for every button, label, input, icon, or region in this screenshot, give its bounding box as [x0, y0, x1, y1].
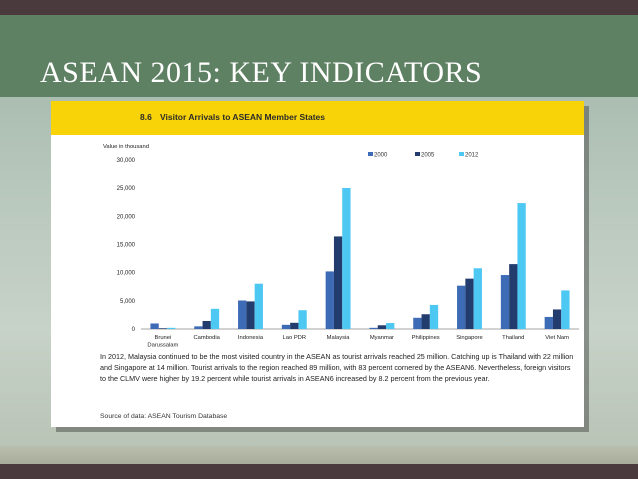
x-tick-label: Thailand: [502, 335, 524, 341]
x-tick-label: Lao PDR: [283, 335, 307, 341]
legend-swatch-2012: [459, 152, 464, 156]
bar-2000: [281, 324, 291, 329]
bar-2000: [194, 326, 203, 329]
bar-2000: [325, 271, 334, 329]
bar-chart: Value in thousand 0 5,000 10,000 15,000 20,00…: [103, 144, 579, 349]
chart-caption: In 2012, Malaysia continued to be the mo…: [100, 352, 574, 384]
legend-swatch-2000: [368, 152, 373, 156]
bar-2000: [500, 275, 510, 329]
bar-2005: [509, 264, 518, 329]
legend-label-2005: 2005: [421, 153, 435, 159]
bar-2000: [544, 316, 553, 329]
bar-2000: [150, 323, 159, 329]
bottom-bar: [0, 464, 638, 479]
y-tick-label: 10,000: [117, 271, 136, 277]
y-axis-label: Value in thousand: [103, 144, 149, 150]
title-band: [0, 15, 638, 97]
bar-2000: [413, 317, 422, 329]
chart-card: 8.6 Visitor Arrivals to ASEAN Member Sta…: [51, 101, 584, 427]
bar-2005: [290, 322, 299, 329]
legend-label-2012: 2012: [465, 153, 479, 159]
bar-2012: [167, 327, 176, 329]
chart-heading: Visitor Arrivals to ASEAN Member States: [160, 112, 326, 122]
bar-2000: [238, 300, 247, 329]
x-tick-label: Singapore: [456, 335, 482, 341]
card-header: 8.6 Visitor Arrivals to ASEAN Member Sta…: [51, 101, 584, 135]
legend-swatch-2005: [415, 152, 420, 156]
bar-2012: [473, 268, 482, 329]
x-tick-label: Myanmar: [370, 335, 394, 341]
y-tick-label: 30,000: [117, 158, 136, 164]
bar-2012: [298, 310, 307, 329]
bar-2005: [333, 236, 343, 329]
bar-2005: [202, 321, 211, 329]
x-tick-label: Philippines: [412, 335, 440, 341]
source-note: Source of data: ASEAN Tourism Database: [100, 413, 228, 420]
x-tick-label: Cambodia: [193, 335, 220, 341]
bar-2012: [429, 304, 439, 329]
y-tick-label: 25,000: [117, 186, 136, 192]
x-tick-label: Brunei: [155, 335, 172, 341]
bar-2012: [210, 308, 220, 329]
x-tick-label: Indonesia: [238, 335, 264, 341]
x-tick-label: Malaysia: [327, 335, 351, 341]
bar-2005: [552, 309, 562, 329]
bottom-decor-strip: [0, 446, 638, 464]
bar-2000: [457, 285, 466, 329]
bar-2012: [342, 187, 351, 329]
bar-2005: [421, 314, 430, 329]
bar-2012: [254, 283, 263, 329]
legend-label-2000: 2000: [374, 153, 388, 159]
bar-2005: [377, 325, 387, 329]
y-tick-label: 0: [132, 327, 136, 333]
y-tick-label: 15,000: [117, 243, 136, 249]
y-tick-label: 20,000: [117, 214, 136, 220]
slide-title: ASEAN 2015: KEY INDICATORS: [40, 56, 483, 89]
bar-2005: [246, 301, 255, 329]
bar-2000: [369, 327, 378, 329]
x-tick-label: Darussalam: [147, 343, 178, 349]
bar-2005: [158, 328, 168, 329]
bar-2012: [386, 323, 395, 329]
bar-2012: [517, 203, 526, 329]
y-tick-label: 5,000: [120, 299, 136, 305]
bar-2005: [465, 278, 474, 329]
bar-2012: [561, 290, 570, 329]
x-tick-label: Viet Nam: [545, 335, 569, 341]
section-number: 8.6: [140, 112, 152, 122]
